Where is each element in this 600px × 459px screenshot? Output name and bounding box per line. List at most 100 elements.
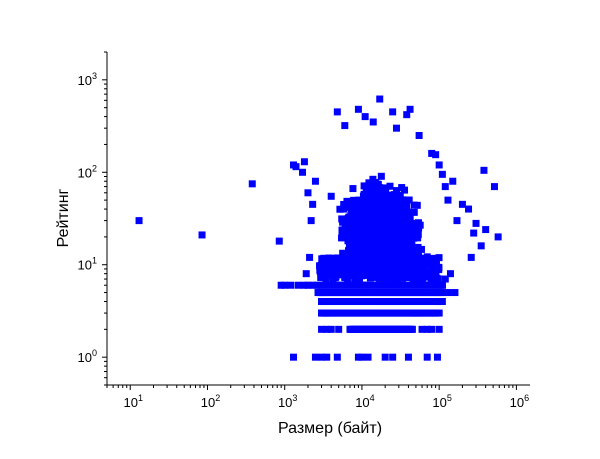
data-point [425,257,433,265]
data-point [300,281,308,289]
data-point [317,261,325,269]
data-point [387,206,395,214]
data-point [318,298,326,306]
data-point [432,309,440,317]
data-point [350,231,358,239]
data-point [349,217,357,225]
data-point [375,201,383,209]
data-point [441,183,449,191]
data-point [433,353,441,361]
data-point [458,200,466,208]
data-point [441,275,449,283]
data-point [292,163,300,171]
data-point [340,268,348,276]
data-point [404,353,412,361]
data-point [385,197,393,205]
data-point [435,298,443,306]
data-point [418,325,426,333]
data-point [348,258,356,266]
data-point [300,158,308,166]
y-tick-label: 103 [78,71,97,88]
data-point [302,270,310,278]
data-point [333,108,341,116]
data-point [398,184,406,192]
data-point [411,258,419,266]
data-point [304,281,312,289]
data-point [408,325,416,333]
data-point [438,289,446,297]
data-point [317,273,325,281]
y-tick-label: 101 [78,256,97,273]
data-point [393,187,401,195]
data-point [318,353,326,361]
data-point [389,353,397,361]
data-point [472,219,480,227]
data-point [281,281,289,289]
data-point [389,246,397,254]
data-point [396,217,404,225]
x-tick-label: 104 [355,393,374,410]
data-point [342,220,350,228]
data-point [369,118,377,126]
data-point [366,197,374,205]
data-point [380,184,388,192]
data-point [432,151,440,159]
data-point [432,263,440,271]
data-point [494,233,502,241]
data-point [378,209,386,217]
data-point [377,172,385,180]
data-point [444,196,452,204]
data-point [362,203,370,211]
data-point [318,268,326,276]
data-point [385,228,393,236]
data-point [287,281,295,289]
data-point [350,196,358,204]
data-point [446,270,454,278]
data-point [465,205,473,213]
data-point [372,273,380,281]
data-point [360,241,368,249]
data-point [365,192,373,200]
data-point [352,236,360,244]
data-point [429,266,437,274]
data-point [390,238,398,246]
data-point [362,230,370,238]
y-tick-label: 102 [78,163,97,180]
data-point [354,105,362,113]
data-point [415,224,423,232]
data-point [373,242,381,250]
data-point [396,268,404,276]
data-point [341,273,349,281]
data-point [395,191,403,199]
data-point [333,258,341,266]
x-tick-label: 101 [124,393,143,410]
data-point [482,226,490,234]
data-point [343,232,351,240]
data-point [410,270,418,278]
data-point [345,225,353,233]
data-point [402,208,410,216]
data-point [428,149,436,157]
data-point [435,325,443,333]
data-point [338,226,346,234]
data-point [391,274,399,282]
data-point [321,259,329,267]
data-point [394,210,402,218]
data-point [365,236,373,243]
data-point [135,217,143,225]
data-point [294,281,302,289]
data-point [444,289,452,297]
data-point [433,274,441,282]
data-point [353,269,361,277]
data-point [351,240,359,248]
data-point [398,224,406,232]
data-point [366,206,374,214]
data-point [376,95,384,103]
data-point [365,186,373,194]
data-point [311,177,319,185]
data-point [470,229,478,237]
data-point [364,353,372,361]
data-point [318,325,326,333]
y-axis-title: Рейтинг [55,188,72,248]
data-point [415,131,423,139]
